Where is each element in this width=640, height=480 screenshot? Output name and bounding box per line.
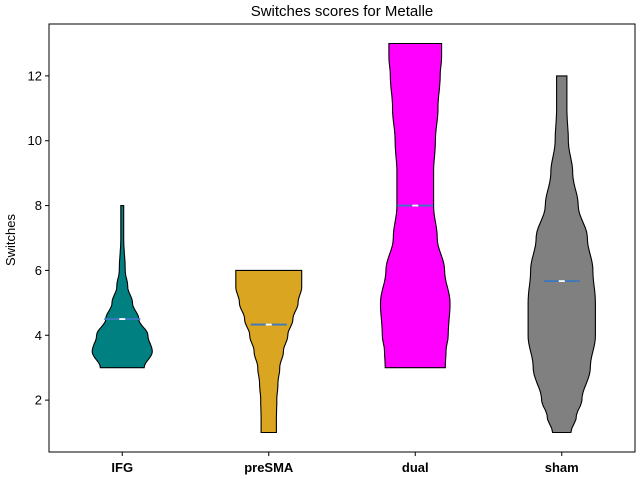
violin-ifg: [91, 205, 153, 369]
y-tick-label: 8: [35, 198, 42, 213]
chart-title: Switches scores for Metalle: [251, 3, 434, 20]
y-tick-label: 12: [28, 68, 42, 83]
y-tick-label: 6: [35, 263, 42, 278]
y-tick-label: 2: [35, 393, 42, 408]
y-tick-label: 10: [28, 133, 42, 148]
x-tick-label-dual: dual: [402, 460, 429, 475]
violin-presma: [235, 269, 303, 434]
x-tick-label-ifg: IFG: [111, 460, 133, 475]
y-tick-label: 4: [35, 328, 42, 343]
plot-frame: [48, 23, 636, 453]
x-tick-label-sham: sham: [545, 460, 579, 475]
violin-sham: [527, 75, 596, 434]
y-axis-label: Switches: [3, 213, 18, 266]
x-tick-label-presma: preSMA: [244, 460, 294, 475]
